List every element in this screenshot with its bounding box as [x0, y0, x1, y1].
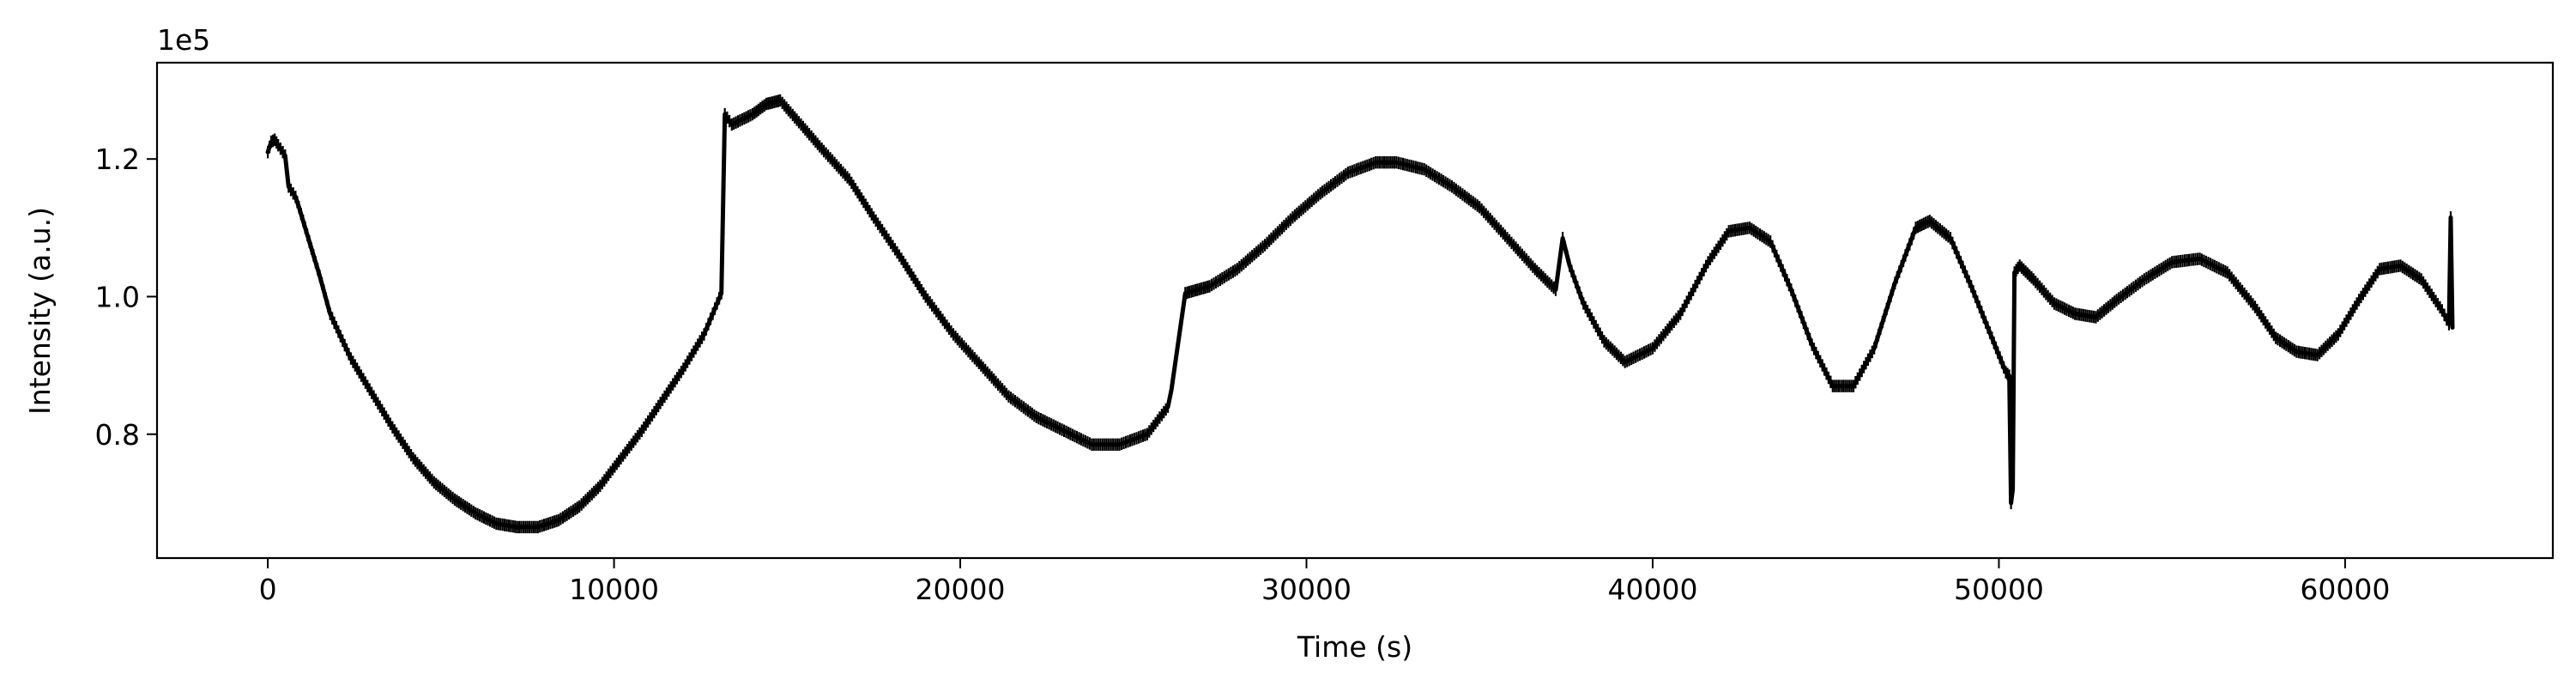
x-axis-label: Time (s) — [1297, 630, 1412, 664]
x-tick-label: 40000 — [1607, 573, 1697, 606]
plot-frame — [155, 61, 2555, 560]
x-tick-label: 10000 — [569, 573, 659, 606]
y-tick-label: 1.0 — [95, 280, 140, 313]
x-axis: 0 10000 20000 30000 40000 50000 60000 — [259, 558, 2390, 606]
x-tick-label: 30000 — [1261, 573, 1351, 606]
x-tick-label: 60000 — [2300, 573, 2390, 606]
y-axis-label: Intensity (a.u.) — [23, 207, 57, 415]
plot-area — [265, 94, 2455, 534]
y-axis: 0.8 1.0 1.2 — [95, 143, 157, 452]
y-offset-label: 1e5 — [157, 23, 210, 57]
y-tick-label: 0.8 — [95, 418, 140, 452]
y-tick-label: 1.2 — [95, 143, 140, 176]
x-tick-label: 20000 — [916, 573, 1006, 606]
series-noise-band — [267, 94, 2453, 534]
x-tick-label: 0 — [259, 573, 277, 606]
x-tick-label: 50000 — [1954, 573, 2044, 606]
